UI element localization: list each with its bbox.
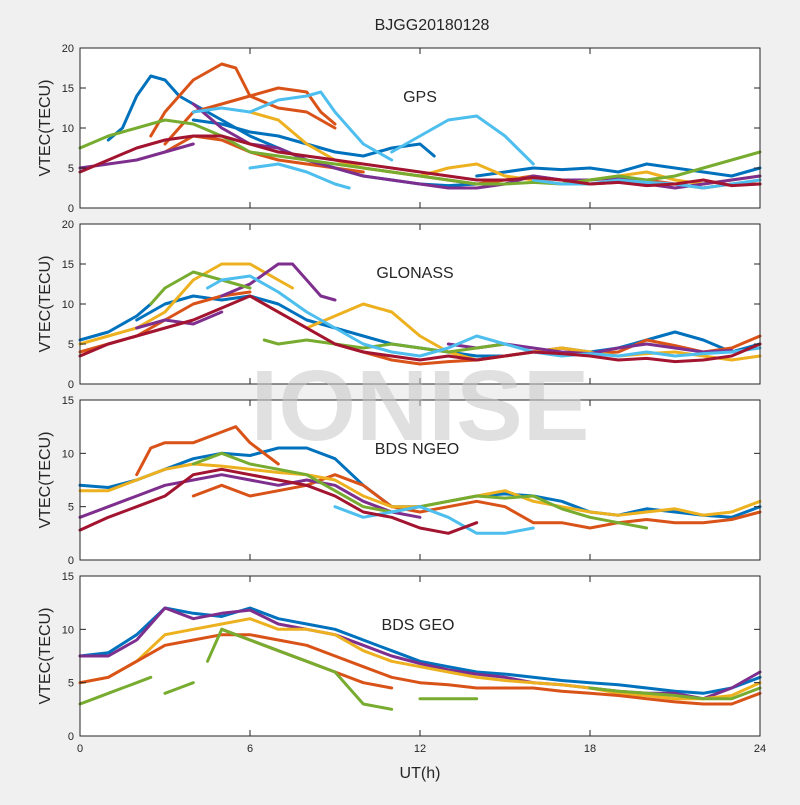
x-tick-label: 18 bbox=[584, 743, 596, 755]
series-line bbox=[206, 274, 762, 358]
series-line bbox=[248, 162, 351, 190]
series-line bbox=[78, 294, 762, 364]
series-line bbox=[149, 270, 252, 306]
series-line bbox=[78, 633, 762, 706]
series-line bbox=[220, 262, 337, 302]
y-tick-label: 10 bbox=[62, 123, 74, 135]
series-line bbox=[333, 505, 535, 535]
series-line bbox=[475, 162, 762, 178]
series-line bbox=[135, 425, 280, 477]
panel-label: BDS GEO bbox=[382, 617, 455, 634]
series-line bbox=[149, 62, 337, 138]
y-tick-label: 10 bbox=[62, 624, 74, 636]
series-line bbox=[78, 675, 153, 706]
plot-background bbox=[80, 576, 760, 736]
watermark-text: IONISE bbox=[251, 350, 590, 462]
panel-bds-geo: 0 6 12 18 24 0 5 10 15 VTEC(TECU) BDS GEO bbox=[37, 571, 766, 755]
y-tick-label: 20 bbox=[62, 219, 74, 231]
series-line bbox=[78, 617, 762, 701]
series-line bbox=[78, 606, 762, 695]
x-tick-label: 6 bbox=[247, 743, 253, 755]
y-tick-label: 0 bbox=[68, 379, 74, 391]
y-tick-label: 5 bbox=[68, 339, 74, 351]
y-tick-label: 10 bbox=[62, 299, 74, 311]
series-line bbox=[135, 310, 224, 330]
y-axis-label: VTEC(TECU) bbox=[37, 80, 54, 177]
y-tick-label: 5 bbox=[68, 678, 74, 690]
series-line bbox=[206, 627, 394, 711]
panel-gps: 0 5 10 15 20 VTEC(TECU) GPS bbox=[37, 43, 762, 215]
series-line bbox=[78, 473, 422, 519]
y-axis-label: VTEC(TECU) bbox=[37, 256, 54, 353]
y-axis-label: VTEC(TECU) bbox=[37, 432, 54, 529]
chart-title: BJGG20180128 bbox=[375, 17, 490, 34]
panel-label: GLONASS bbox=[376, 265, 453, 282]
y-tick-label: 15 bbox=[62, 259, 74, 271]
series-line bbox=[78, 134, 762, 188]
series-line bbox=[588, 686, 762, 701]
y-tick-label: 5 bbox=[68, 163, 74, 175]
series-line bbox=[78, 302, 153, 342]
panel-label: GPS bbox=[403, 89, 437, 106]
x-tick-label: 0 bbox=[77, 743, 83, 755]
series-line bbox=[191, 90, 394, 162]
x-tick-label: 12 bbox=[414, 743, 426, 755]
y-tick-label: 15 bbox=[62, 395, 74, 407]
x-axis-label: UT(h) bbox=[400, 765, 441, 782]
y-tick-label: 0 bbox=[68, 555, 74, 567]
panel-bds-ngeo: 0 5 10 15 VTEC(TECU) BDS NGEO bbox=[37, 395, 762, 567]
panels-group: 0 5 10 15 20 VTEC(TECU) GPS 0 5 10 15 20 VTEC(TECU) G… bbox=[37, 43, 766, 755]
panel-glonass: 0 5 10 15 20 VTEC(TECU) GLONASS bbox=[37, 219, 762, 391]
y-tick-label: 0 bbox=[68, 731, 74, 743]
y-tick-label: 10 bbox=[62, 448, 74, 460]
series-line bbox=[390, 114, 535, 166]
y-tick-label: 15 bbox=[62, 83, 74, 95]
x-tick-label: 24 bbox=[754, 743, 766, 755]
y-tick-label: 0 bbox=[68, 203, 74, 215]
series-line bbox=[262, 338, 507, 354]
series-line bbox=[163, 681, 195, 695]
series-line bbox=[78, 262, 294, 346]
y-tick-label: 5 bbox=[68, 502, 74, 514]
y-tick-label: 15 bbox=[62, 571, 74, 583]
series-line bbox=[191, 118, 436, 158]
series-line bbox=[191, 473, 762, 530]
panel-label: BDS NGEO bbox=[375, 441, 459, 458]
series-line bbox=[531, 178, 762, 190]
y-axis-label: VTEC(TECU) bbox=[37, 608, 54, 705]
series-line bbox=[78, 467, 479, 535]
y-tick-label: 20 bbox=[62, 43, 74, 55]
series-line bbox=[78, 118, 762, 186]
